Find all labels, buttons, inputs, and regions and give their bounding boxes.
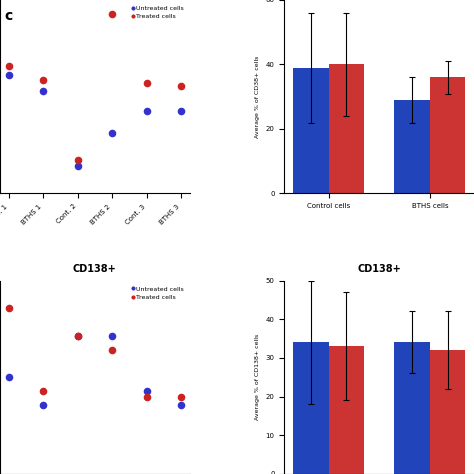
Point bbox=[5, 374, 12, 381]
Bar bbox=[328, 346, 364, 474]
Point bbox=[143, 107, 150, 114]
Y-axis label: Average % of CD38+ cells: Average % of CD38+ cells bbox=[255, 55, 260, 138]
Bar bbox=[430, 350, 465, 474]
Bar bbox=[430, 77, 465, 193]
Point bbox=[39, 87, 47, 95]
Point bbox=[143, 393, 150, 401]
Point bbox=[108, 332, 116, 339]
Bar bbox=[293, 68, 328, 193]
Point bbox=[143, 79, 150, 87]
Point bbox=[39, 401, 47, 409]
Bar bbox=[328, 64, 364, 193]
Point bbox=[74, 162, 82, 170]
Point bbox=[5, 63, 12, 70]
Point bbox=[39, 76, 47, 84]
Point bbox=[143, 387, 150, 395]
Bar bbox=[293, 342, 328, 474]
Point bbox=[5, 71, 12, 78]
Legend: Untreated cells, Treated cells: Untreated cells, Treated cells bbox=[129, 3, 186, 22]
Point bbox=[74, 332, 82, 339]
Bar bbox=[394, 100, 430, 193]
Point bbox=[177, 107, 185, 114]
Text: c: c bbox=[5, 9, 13, 24]
Bar bbox=[394, 342, 430, 474]
Title: CD138+: CD138+ bbox=[357, 264, 401, 274]
Point bbox=[177, 82, 185, 90]
Point bbox=[108, 10, 116, 18]
Point bbox=[108, 346, 116, 354]
Point bbox=[74, 332, 82, 339]
Point bbox=[74, 156, 82, 164]
Point bbox=[5, 304, 12, 312]
Point bbox=[177, 401, 185, 409]
Legend: Untreated cells, Treated cells: Untreated cells, Treated cells bbox=[129, 283, 186, 302]
Point bbox=[108, 129, 116, 137]
Point bbox=[39, 387, 47, 395]
Y-axis label: Average % of CD138+ cells: Average % of CD138+ cells bbox=[255, 334, 260, 420]
Point bbox=[177, 393, 185, 401]
Title: CD138+: CD138+ bbox=[73, 264, 117, 274]
